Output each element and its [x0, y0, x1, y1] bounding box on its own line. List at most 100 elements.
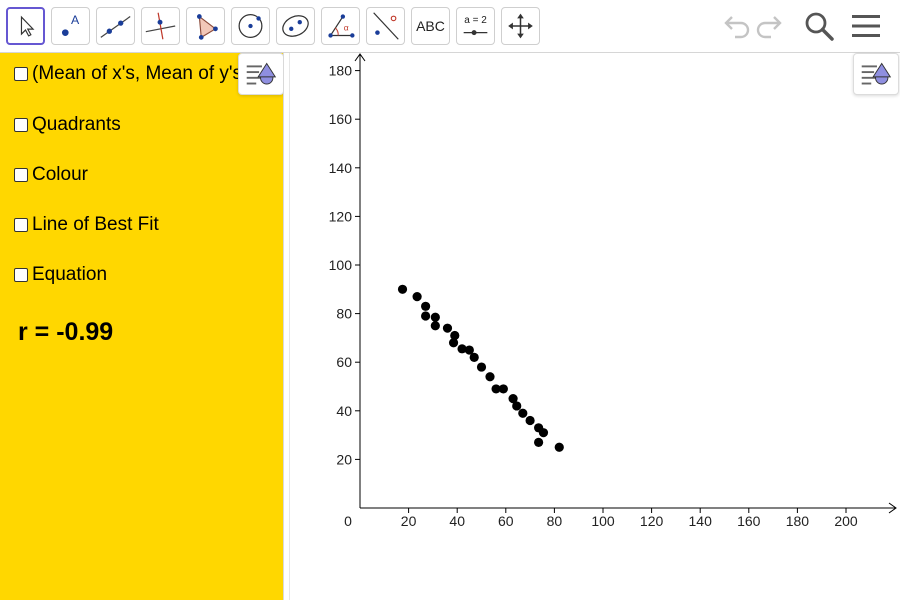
checkbox-colour[interactable]: Colour [14, 163, 88, 187]
x-tick-label: 180 [786, 513, 810, 529]
slider-icon [463, 30, 488, 36]
style-bar-icon [246, 62, 277, 85]
search-icon [805, 12, 834, 41]
checkbox-box[interactable] [14, 268, 28, 282]
data-point [508, 394, 518, 404]
polygon-icon [196, 14, 218, 40]
tick-labels: 0 20 40 60 80 100 120 140 160 180 200 20 40 60 80 100 12… [329, 63, 858, 529]
axes [354, 53, 897, 514]
text-tool[interactable]: ABC [411, 7, 450, 45]
x-tick-label: 120 [640, 513, 664, 529]
redo-icon [756, 16, 782, 39]
y-tick-label: 140 [329, 160, 353, 176]
data-point [450, 330, 460, 341]
data-point [469, 352, 479, 362]
data-points [397, 284, 564, 452]
redo-button[interactable] [753, 8, 789, 44]
algebra-style-bar-button[interactable] [238, 53, 284, 95]
data-point [430, 312, 440, 322]
ellipse-icon [282, 15, 309, 37]
line-icon [100, 16, 131, 38]
x-tick-label: 200 [834, 513, 858, 529]
ellipse-tool[interactable] [276, 7, 315, 45]
x-tick-label: 140 [689, 513, 713, 529]
data-point [457, 344, 467, 354]
point-tool[interactable]: A [51, 7, 90, 45]
data-point [412, 291, 422, 302]
data-point [442, 323, 453, 333]
graphics-style-bar-button[interactable] [853, 53, 899, 95]
checkbox-label: Equation [32, 264, 108, 285]
point-tool-label: A [71, 13, 80, 27]
move-graphics-icon [508, 13, 533, 39]
data-point [498, 384, 508, 394]
toolbar: A [0, 0, 900, 53]
checkbox-box[interactable] [14, 67, 28, 81]
angle-tool-label: α [344, 23, 349, 33]
y-axis-arrow [354, 53, 366, 62]
move-graphics-tool[interactable] [501, 7, 540, 45]
reflect-icon [373, 12, 399, 40]
y-tick-label: 100 [329, 257, 353, 273]
checkbox-label: Quadrants [32, 114, 121, 135]
search-button[interactable] [801, 8, 837, 44]
x-axis-arrow [888, 502, 897, 514]
menu-button[interactable] [848, 8, 884, 44]
y-tick-label: 80 [336, 306, 352, 322]
checkbox-box[interactable] [14, 218, 28, 232]
undo-icon [724, 16, 750, 39]
checkbox-quadrants[interactable]: Quadrants [14, 113, 121, 137]
slider-tool[interactable]: a = 2 [456, 7, 495, 45]
data-point [554, 442, 564, 452]
x-tick-label: 160 [737, 513, 761, 529]
text-icon: ABC [416, 18, 445, 34]
data-point [421, 301, 431, 311]
reflect-tool[interactable] [366, 7, 405, 45]
circle-icon [238, 14, 263, 38]
y-tick-label: 20 [336, 451, 352, 467]
angle-icon: α [328, 14, 355, 38]
algebra-panel: (Mean of x's, Mean of y's) Quadrants Col… [0, 53, 283, 600]
data-point [448, 338, 459, 348]
y-tick-label: 120 [329, 208, 353, 224]
move-tool[interactable] [6, 7, 45, 45]
data-point [525, 415, 535, 426]
line-tool[interactable] [96, 7, 135, 45]
data-point [491, 384, 501, 394]
data-point [512, 401, 522, 411]
y-tick-label: 60 [336, 354, 352, 370]
circle-tool[interactable] [231, 7, 270, 45]
checkbox-box[interactable] [14, 118, 28, 132]
perpendicular-line-icon [145, 12, 176, 40]
data-point [476, 362, 487, 372]
graphics-view[interactable]: 0 20 40 60 80 100 120 140 160 180 200 20 40 60 80 100 12… [291, 53, 900, 600]
style-bar-icon [861, 62, 892, 85]
x-tick-label: 80 [547, 513, 563, 529]
y-tick-label: 180 [329, 63, 353, 79]
perpendicular-line-tool[interactable] [141, 7, 180, 45]
data-point [464, 345, 474, 355]
y-tick-label: 160 [329, 111, 353, 127]
data-point [518, 408, 528, 418]
checkbox-line-of-best-fit[interactable]: Line of Best Fit [14, 213, 159, 237]
checkbox-label: Colour [32, 164, 88, 185]
data-point [538, 428, 549, 438]
polygon-tool[interactable] [186, 7, 225, 45]
x-tick-label: 60 [498, 513, 514, 529]
checkbox-box[interactable] [14, 168, 28, 182]
y-tick-label: 40 [336, 403, 352, 419]
menu-icon [852, 15, 880, 37]
checkbox-equation[interactable]: Equation [14, 263, 107, 287]
scatter-plot[interactable]: 0 20 40 60 80 100 120 140 160 180 200 20 40 60 80 100 12… [291, 53, 900, 600]
data-point [430, 321, 440, 331]
point-icon: A [61, 13, 80, 36]
data-point [397, 284, 408, 294]
checkbox-mean-point[interactable]: (Mean of x's, Mean of y's) [14, 62, 248, 86]
checkbox-label: Line of Best Fit [32, 214, 159, 235]
checkbox-label: (Mean of x's, Mean of y's) [32, 63, 249, 84]
undo-button[interactable] [717, 8, 753, 44]
x-tick-label: 0 [344, 513, 352, 529]
data-point [485, 372, 495, 382]
panel-divider[interactable] [283, 53, 290, 600]
angle-tool[interactable]: α [321, 7, 360, 45]
